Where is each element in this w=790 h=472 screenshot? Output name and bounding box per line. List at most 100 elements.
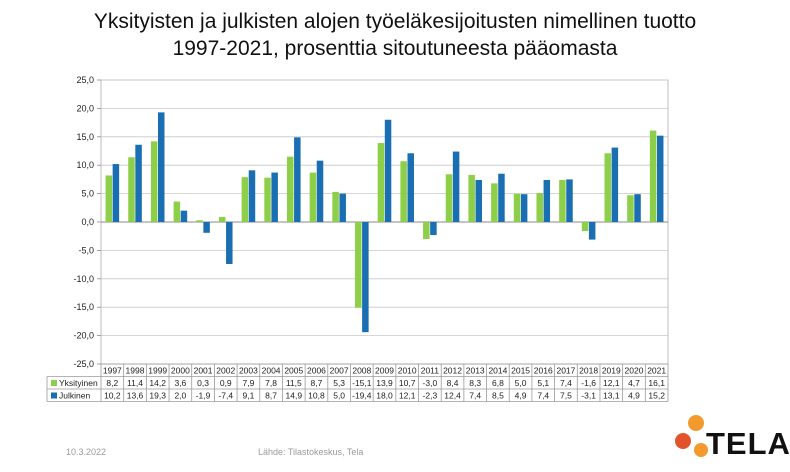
bar-julkinen (362, 222, 369, 333)
legend-label-julkinen: Julkinen (59, 391, 90, 401)
bar-yksityinen (286, 156, 294, 222)
bar-julkinen (656, 135, 664, 222)
data-label-yksityinen: 5,3 (333, 378, 345, 388)
tela-logo-text: TELA (706, 426, 790, 461)
data-label-julkinen: 12,1 (399, 391, 416, 401)
data-label-yksityinen: 11,5 (286, 378, 302, 388)
category-label: 2001 (194, 366, 213, 376)
category-label: 2018 (579, 366, 598, 376)
category-label: 2010 (398, 366, 417, 376)
bar-yksityinen (513, 193, 521, 222)
bar-julkinen (452, 151, 460, 222)
data-label-yksityinen: 0,3 (197, 378, 209, 388)
category-label: 2008 (352, 366, 371, 376)
category-label: 1997 (103, 366, 122, 376)
data-label-julkinen: 2,0 (174, 391, 186, 401)
data-label-julkinen: 10,2 (104, 391, 121, 401)
bar-yksityinen (445, 174, 453, 222)
bar-yksityinen (332, 191, 339, 222)
data-label-yksityinen: -15,1 (352, 378, 372, 388)
bar-yksityinen (604, 153, 611, 222)
bar-julkinen (475, 179, 483, 222)
category-label: 1999 (148, 366, 167, 376)
legend-swatch-yksityinen (51, 380, 57, 386)
category-label: 2019 (602, 366, 621, 376)
chart-title-line-2: 1997-2021, prosenttia sitoutuneesta pääo… (172, 37, 618, 60)
category-label: 2000 (171, 366, 190, 376)
bar-julkinen (498, 173, 505, 222)
bar-yksityinen (105, 175, 113, 222)
data-label-yksityinen: -1,6 (581, 378, 596, 388)
data-label-julkinen: 7,4 (537, 391, 549, 401)
data-label-julkinen: 8,7 (265, 391, 277, 401)
bar-julkinen (226, 222, 233, 265)
data-label-yksityinen: 0,9 (220, 378, 232, 388)
chart-title: Yksityisten ja julkisten alojen työeläke… (0, 8, 790, 62)
category-label: 2002 (216, 366, 235, 376)
data-label-julkinen: 7,4 (469, 391, 481, 401)
bar-julkinen (271, 172, 278, 222)
bar-yksityinen (264, 177, 271, 222)
data-label-julkinen: -2,3 (423, 391, 438, 401)
category-label: 2004 (262, 366, 281, 376)
bar-julkinen (384, 119, 392, 222)
legend-swatch-julkinen (51, 392, 57, 399)
data-label-julkinen: 4,9 (628, 391, 640, 401)
bar-julkinen (588, 222, 596, 240)
category-label: 2014 (488, 366, 507, 376)
data-label-yksityinen: 14,2 (149, 378, 166, 388)
data-label-julkinen: 12,4 (444, 391, 461, 401)
bar-yksityinen (627, 195, 634, 222)
bar-yksityinen (173, 201, 181, 222)
bar-yksityinen (309, 172, 317, 222)
footer-date: 10.3.2022 (66, 447, 107, 457)
bar-julkinen (248, 170, 256, 222)
chart-title-line-1: Yksityisten ja julkisten alojen työeläke… (93, 10, 697, 33)
data-label-yksityinen: 6,8 (492, 378, 504, 388)
bar-julkinen (339, 193, 346, 222)
bar-yksityinen (423, 222, 430, 240)
bar-julkinen (566, 179, 573, 222)
bar-yksityinen (128, 157, 135, 222)
data-label-julkinen: 13,1 (603, 391, 620, 401)
category-label: 2013 (466, 366, 485, 376)
y-tick-label: 20,0 (76, 103, 94, 113)
bar-yksityinen (400, 161, 407, 222)
data-label-yksityinen: 5,0 (515, 378, 527, 388)
category-label: 2007 (330, 366, 349, 376)
data-label-julkinen: 15,2 (648, 391, 665, 401)
y-tick-label: 5,0 (81, 189, 94, 199)
tela-logo: TELA (672, 412, 790, 468)
category-label: 2006 (307, 366, 326, 376)
data-label-yksityinen: 8,2 (106, 378, 118, 388)
category-label: 2016 (534, 366, 553, 376)
data-label-yksityinen: 7,9 (243, 378, 255, 388)
data-label-julkinen: 8,5 (492, 391, 504, 401)
data-label-julkinen: 5,0 (333, 391, 345, 401)
bar-julkinen (180, 210, 188, 222)
y-tick-label: 15,0 (76, 132, 94, 142)
category-label: 2005 (284, 366, 303, 376)
bar-julkinen (135, 144, 142, 222)
category-label: 1998 (126, 366, 145, 376)
y-tick-label: -10,0 (73, 274, 94, 284)
category-label: 2011 (421, 366, 440, 376)
bar-julkinen (203, 222, 210, 233)
footer-source: Lähde: Tilastokeskus, Tela (258, 447, 364, 457)
data-label-julkinen: 4,9 (515, 391, 527, 401)
data-label-julkinen: -19,4 (352, 391, 372, 401)
data-label-yksityinen: -3,0 (423, 378, 438, 388)
tela-logo-icon (675, 415, 708, 457)
category-label: 2021 (647, 366, 666, 376)
y-tick-label: -25,0 (73, 359, 94, 369)
data-label-julkinen: -1,9 (196, 391, 211, 401)
bar-yksityinen (649, 130, 657, 222)
category-label: 2020 (625, 366, 644, 376)
y-tick-label: 0,0 (81, 217, 94, 227)
bar-julkinen (158, 112, 165, 222)
category-label: 2009 (375, 366, 394, 376)
y-tick-label: 10,0 (76, 160, 94, 170)
bar-yksityinen (355, 222, 362, 308)
bar-julkinen (407, 153, 414, 222)
